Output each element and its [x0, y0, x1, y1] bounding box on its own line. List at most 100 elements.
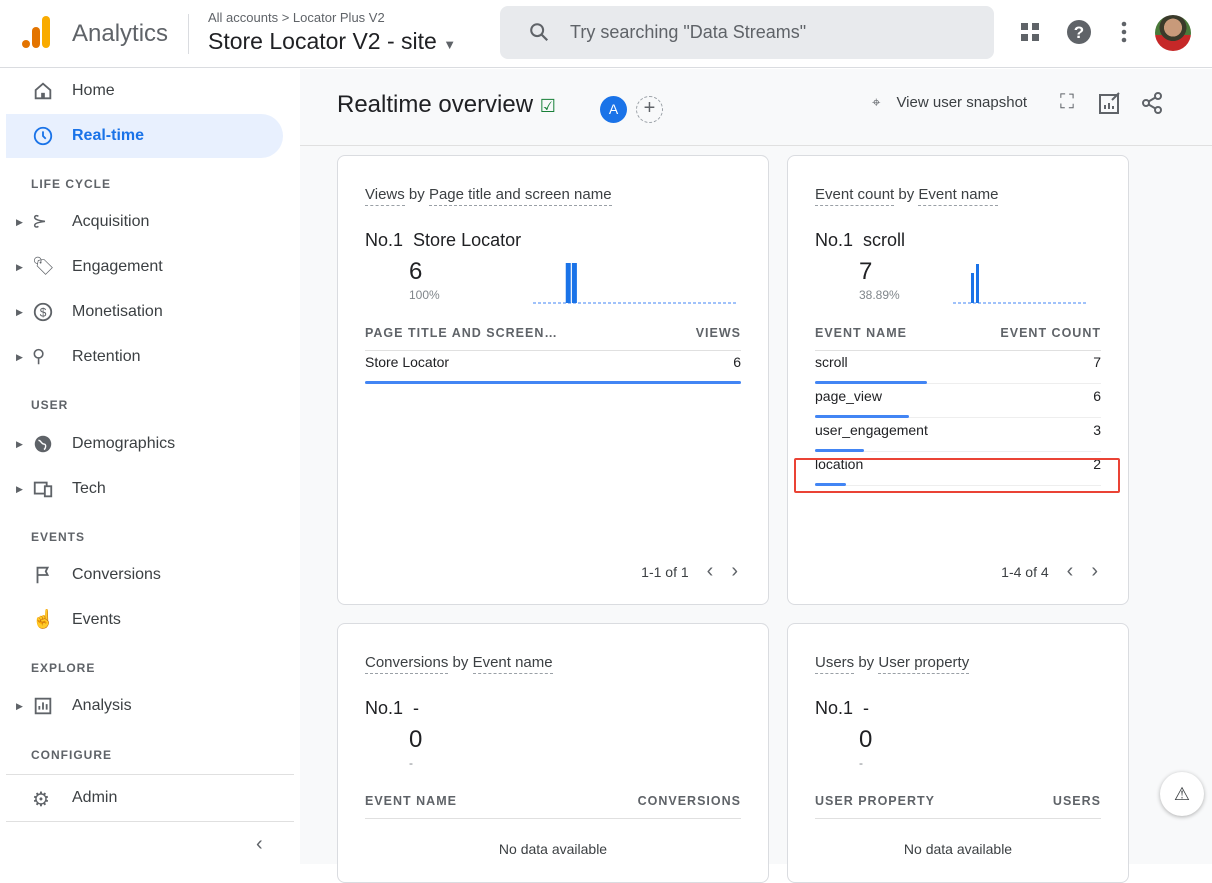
property-selector[interactable]: Store Locator V2 - site ▼: [208, 28, 456, 55]
sidebar-item-label: Engagement: [72, 258, 163, 275]
chevron-down-icon: ▼: [443, 37, 457, 52]
row-value: 3: [1093, 422, 1101, 438]
feedback-icon[interactable]: ⚠: [1160, 772, 1204, 816]
view-user-snapshot-button[interactable]: ⌖ View user snapshot: [872, 94, 1027, 111]
add-comparison-icon[interactable]: +: [636, 96, 663, 123]
divider: [6, 774, 294, 775]
sidebar-item-conversions[interactable]: Conversions: [6, 553, 283, 597]
metric-selector[interactable]: Event count: [815, 186, 895, 206]
divider: [6, 821, 294, 822]
prev-page-icon[interactable]: ‹: [1066, 560, 1074, 582]
column-header[interactable]: PAGE TITLE AND SCREEN…: [365, 326, 558, 340]
sidebar-item-real-time[interactable]: Real-time: [6, 114, 283, 158]
users-by-property-card: Users by User property No.1 - 0 - USER P…: [787, 623, 1129, 883]
no-data-message: No data available: [903, 841, 1013, 857]
section-configure: CONFIGURE: [31, 748, 112, 762]
column-header[interactable]: USER PROPERTY: [815, 794, 935, 808]
sidebar-item-acquisition[interactable]: ▶ ⊱ Acquisition: [6, 200, 283, 244]
column-header[interactable]: VIEWS: [695, 326, 741, 340]
globe-icon: [34, 435, 52, 453]
more-vert-icon[interactable]: [1110, 18, 1138, 46]
table-row[interactable]: scroll 7: [815, 350, 1101, 384]
sidebar-item-monetisation[interactable]: ▶ $ Monetisation: [6, 290, 283, 334]
column-header[interactable]: EVENT COUNT: [1000, 326, 1101, 340]
analysis-icon: [34, 697, 52, 715]
row-label: location: [815, 456, 864, 472]
sidebar: Home Real-time LIFE CYCLE ▶ ⊱ Acquisition …: [6, 69, 294, 864]
breadcrumb[interactable]: All accounts > Locator Plus V2: [208, 10, 385, 25]
sidebar-item-label: Home: [72, 82, 115, 99]
section-life-cycle: LIFE CYCLE: [31, 177, 112, 191]
prev-page-icon[interactable]: ‹: [706, 560, 714, 582]
page-range: 1-4 of 4: [1001, 563, 1049, 580]
sidebar-item-label: Retention: [72, 348, 141, 365]
share-icon[interactable]: [1140, 91, 1164, 115]
top-item: No.1 -: [815, 698, 869, 719]
sidebar-item-label: Admin: [72, 789, 118, 806]
top-item: No.1 Store Locator: [365, 230, 521, 251]
table-row[interactable]: location 2: [815, 452, 1101, 486]
sidebar-item-home[interactable]: Home: [6, 69, 283, 113]
sidebar-item-label: Analysis: [72, 697, 132, 714]
main-content: Realtime overview ☑ A + ⌖ View user snaps…: [300, 69, 1212, 883]
top-item-name: Store Locator: [413, 230, 522, 250]
sparkline-bar: [565, 263, 571, 303]
top-item: No.1 scroll: [815, 230, 905, 251]
home-icon: [34, 82, 52, 100]
table-row[interactable]: Store Locator 6: [365, 350, 741, 384]
top-percent: 100%: [409, 288, 440, 302]
sidebar-item-admin[interactable]: ⚙ Admin: [6, 776, 283, 820]
sidebar-item-analysis[interactable]: ▶ Analysis: [6, 684, 283, 728]
sidebar-item-engagement[interactable]: ▶ 🏷 Engagement: [6, 245, 283, 289]
search-placeholder: Try searching "Data Streams": [570, 22, 807, 42]
help-icon[interactable]: ?: [1065, 18, 1093, 46]
sidebar-item-tech[interactable]: ▶ Tech: [6, 467, 283, 511]
column-header[interactable]: CONVERSIONS: [637, 794, 741, 808]
sidebar-item-label: Acquisition: [72, 213, 150, 230]
column-header[interactable]: EVENT NAME: [365, 794, 457, 808]
dimension-selector[interactable]: User property: [878, 654, 970, 674]
sidebar-item-retention[interactable]: ▶ ⚲ Retention: [6, 335, 283, 379]
customize-report-icon[interactable]: [1098, 91, 1122, 115]
top-percent: -: [409, 756, 413, 770]
apps-grid-icon[interactable]: [1016, 18, 1044, 46]
dimension-selector[interactable]: Event name: [472, 654, 553, 674]
title-by: by: [408, 186, 425, 203]
top-value: 0: [409, 726, 423, 753]
rank: No.1: [365, 698, 404, 718]
dimension-selector[interactable]: Event name: [918, 186, 999, 206]
fullscreen-icon[interactable]: ⛶: [1060, 91, 1074, 113]
rank: No.1: [365, 230, 404, 250]
comparison-badge[interactable]: A: [600, 96, 627, 123]
sidebar-item-demographics[interactable]: ▶ Demographics: [6, 422, 283, 466]
sparkline-chart: [533, 263, 738, 304]
pagination: 1-4 of 4 ‹ ›: [1001, 560, 1098, 583]
next-page-icon[interactable]: ›: [1091, 560, 1098, 582]
metric-selector[interactable]: Users: [815, 654, 855, 674]
tag-icon: 🏷: [32, 256, 55, 276]
next-page-icon[interactable]: ›: [731, 560, 738, 582]
table-header: EVENT NAME CONVERSIONS: [365, 794, 741, 819]
column-header[interactable]: EVENT NAME: [815, 326, 907, 340]
metric-selector[interactable]: Views: [365, 186, 405, 206]
top-item: No.1 -: [365, 698, 419, 719]
table-header: PAGE TITLE AND SCREEN… VIEWS: [365, 326, 741, 351]
sidebar-item-label: Tech: [72, 480, 106, 497]
top-value: 0: [859, 726, 873, 753]
dimension-selector[interactable]: Page title and screen name: [428, 186, 612, 206]
sidebar-item-events[interactable]: ☝ Events: [6, 598, 283, 642]
avatar[interactable]: [1155, 15, 1191, 51]
metric-selector[interactable]: Conversions: [365, 654, 449, 674]
row-proportion-bar: [815, 449, 864, 452]
title-by: by: [898, 186, 915, 203]
collapse-sidebar-icon[interactable]: ‹: [256, 833, 263, 855]
page-title: Realtime overview ☑: [337, 91, 556, 119]
table-row[interactable]: page_view 6: [815, 384, 1101, 418]
table-row[interactable]: user_engagement 3: [815, 418, 1101, 452]
search-input[interactable]: Try searching "Data Streams": [500, 6, 994, 59]
search-icon: [530, 23, 549, 42]
top-item-name: scroll: [863, 230, 906, 250]
row-proportion-bar: [815, 415, 910, 418]
column-header[interactable]: USERS: [1052, 794, 1101, 808]
expand-icon: ▶: [16, 351, 23, 362]
